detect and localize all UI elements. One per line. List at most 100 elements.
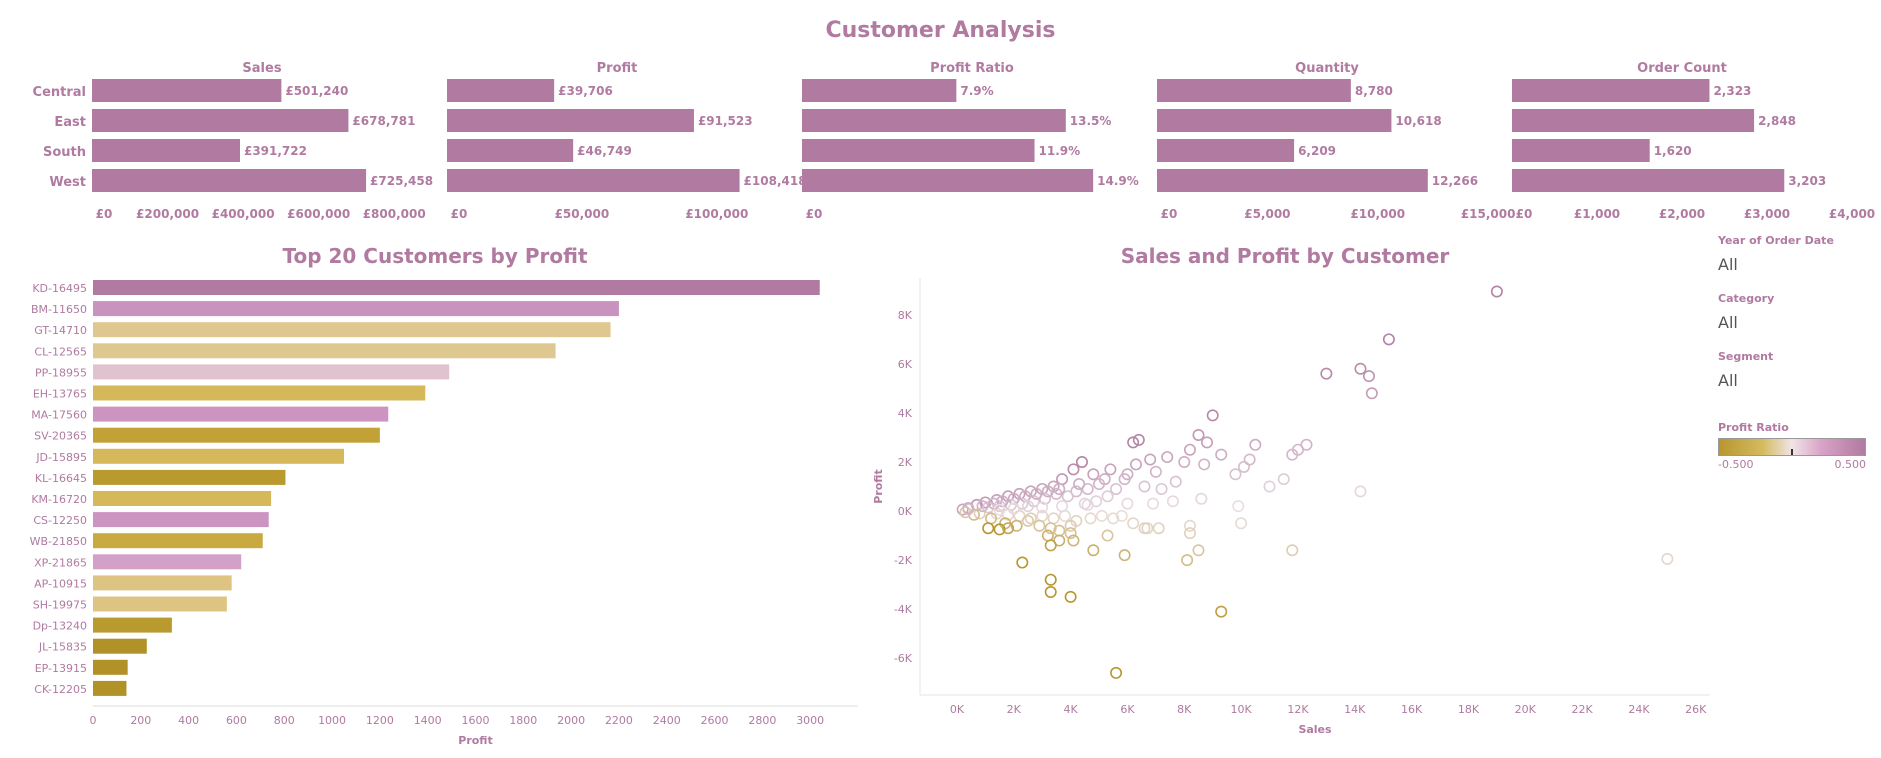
customer-point (1138, 522, 1151, 535)
kpi-tick-label: £200,000 (136, 207, 199, 221)
customer-label: Dp-13240 (33, 620, 87, 633)
customer-label: WB-21850 (30, 535, 87, 548)
kpi-tick-label: £0 (1161, 207, 1178, 221)
scatter-y-tick-label: 4K (898, 407, 913, 420)
scatter-x-tick-label: 18K (1458, 703, 1480, 716)
customer-label: PP-18955 (35, 366, 87, 379)
kpi-bar (447, 169, 740, 192)
customer-point (1075, 455, 1088, 468)
customer-bar (93, 512, 269, 528)
customer-label: CS-12250 (33, 514, 87, 527)
kpi-bar (1512, 139, 1650, 162)
kpi-bar (92, 109, 349, 132)
filter-year-value[interactable]: All (1718, 255, 1738, 274)
scatter-y-tick-label: -6K (894, 652, 913, 665)
customer-point (1300, 438, 1313, 451)
kpi-bar-label: £108,418 (744, 174, 807, 188)
customer-bar (93, 343, 556, 359)
kpi-bar-label: £678,781 (352, 114, 415, 128)
scatter-x-tick-label: 24K (1628, 703, 1650, 716)
customer-point (1021, 500, 1034, 513)
filter-segment-value[interactable]: All (1718, 371, 1738, 390)
customer-point (1033, 519, 1046, 532)
kpi-tick-label: £4,000 (1829, 207, 1875, 221)
customer-point (1067, 463, 1080, 476)
kpi-bar (92, 169, 367, 192)
customer-bar (93, 364, 450, 380)
kpi-tick-label: £15,000 (1461, 207, 1516, 221)
scatter-x-tick-label: 20K (1515, 703, 1537, 716)
customer-point (1104, 463, 1117, 476)
customer-point (1093, 478, 1106, 491)
customer-point (1115, 509, 1128, 522)
profit-ratio-legend: Profit Ratio -0.500 0.500 (1718, 421, 1868, 471)
customer-point (1354, 485, 1367, 498)
customer-point (1183, 443, 1196, 456)
top20-tick-label: 2600 (701, 714, 729, 727)
filter-category: Category All (1718, 292, 1868, 332)
customer-point (1129, 458, 1142, 471)
kpi-tick-label: £5,000 (1244, 207, 1290, 221)
customer-point (1016, 556, 1029, 569)
kpi-bar (1157, 109, 1392, 132)
customer-point (1243, 453, 1256, 466)
kpi-tick-label: £0 (806, 207, 823, 221)
customer-point (982, 522, 995, 535)
scatter-x-tick-label: 2K (1007, 703, 1022, 716)
kpi-panel-title: Profit (597, 61, 638, 76)
filter-category-value[interactable]: All (1718, 313, 1738, 332)
customer-point (962, 503, 975, 516)
customer-point (1132, 433, 1145, 446)
customer-point (1235, 517, 1248, 530)
customer-point (1661, 552, 1674, 565)
customer-point (1152, 522, 1165, 535)
customer-point (1362, 370, 1375, 383)
customer-point (1201, 436, 1214, 449)
top20-tick-label: 200 (130, 714, 151, 727)
customer-point (1147, 497, 1160, 510)
customer-point (1286, 544, 1299, 557)
customer-point (1183, 519, 1196, 532)
kpi-bar-label: 2,323 (1713, 84, 1751, 98)
customer-bar (93, 680, 127, 696)
legend-color-ramp (1718, 438, 1866, 456)
kpi-panel-title: Sales (242, 61, 281, 76)
customer-point (1195, 492, 1208, 505)
customer-point (1215, 448, 1228, 461)
customer-point (1002, 522, 1015, 535)
customer-point (1095, 509, 1108, 522)
kpi-tick-label: £2,000 (1659, 207, 1705, 221)
scatter-y-tick-label: 6K (898, 358, 913, 371)
customer-point (1169, 475, 1182, 488)
customer-point (1030, 487, 1043, 500)
customer-point (1121, 468, 1134, 481)
customer-bar (93, 406, 389, 422)
scatter-x-axis-label: Sales (1298, 723, 1332, 736)
customer-point (1087, 468, 1100, 481)
customer-point (1044, 573, 1057, 586)
customer-point (1229, 468, 1242, 481)
customer-label: SV-20365 (34, 430, 87, 443)
customer-bar (93, 427, 380, 443)
customer-point (1181, 554, 1194, 567)
kpi-bar (802, 109, 1066, 132)
kpi-tick-label: £3,000 (1744, 207, 1790, 221)
kpi-tick-label: £400,000 (212, 207, 275, 221)
legend-zero-tick (1791, 449, 1793, 455)
customer-point (1061, 490, 1074, 503)
scatter-y-tick-label: -4K (894, 603, 913, 616)
customer-point (1044, 522, 1057, 535)
customer-point (1138, 480, 1151, 493)
customer-label: CL-12565 (34, 345, 87, 358)
scatter-x-tick-label: 22K (1572, 703, 1594, 716)
filter-year: Year of Order Date All (1718, 234, 1868, 274)
kpi-bar-label: 12,266 (1432, 174, 1478, 188)
customer-point (1155, 482, 1168, 495)
customer-point (1206, 409, 1219, 422)
kpi-tick-label: £0 (451, 207, 468, 221)
scatter-x-tick-label: 14K (1344, 703, 1366, 716)
customer-point (1192, 544, 1205, 557)
customer-label: JD-15895 (35, 451, 87, 464)
customer-point (1041, 485, 1054, 498)
region-label: West (49, 175, 86, 190)
